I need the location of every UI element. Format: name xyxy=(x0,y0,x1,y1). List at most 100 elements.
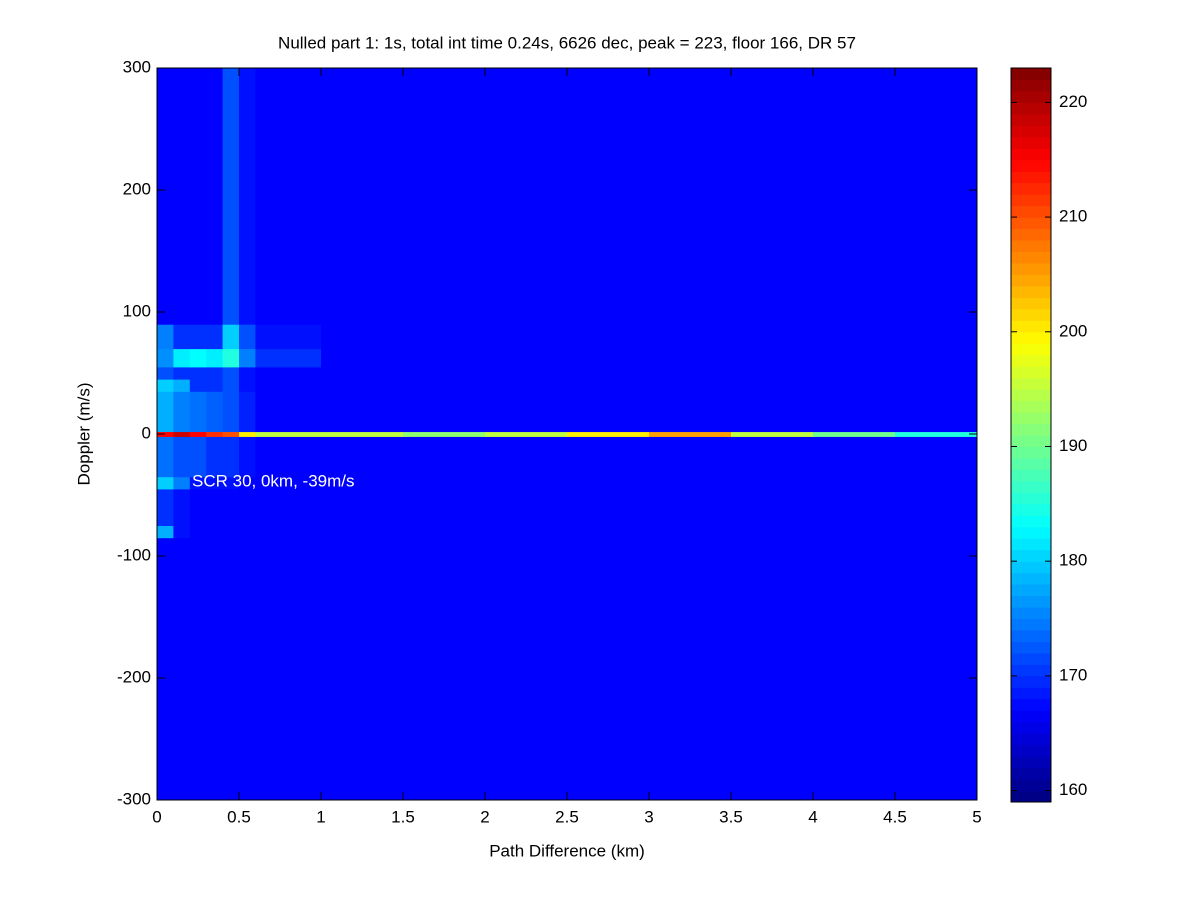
colorbar-swatch xyxy=(1011,205,1051,218)
heatmap-cell xyxy=(255,537,322,801)
heatmap-cell xyxy=(173,488,191,526)
heatmap-cell xyxy=(731,366,814,380)
heatmap-cell xyxy=(157,431,174,437)
heatmap-cell xyxy=(813,324,896,350)
colorbar-swatch xyxy=(1011,492,1051,505)
heatmap-cell xyxy=(649,436,732,478)
colorbar-tick-label: 180 xyxy=(1059,551,1087,570)
heatmap-cell xyxy=(239,324,256,350)
colorbar-swatch xyxy=(1011,217,1051,230)
x-tick-label: 0.5 xyxy=(227,807,251,826)
heatmap-cell xyxy=(222,488,240,526)
colorbar-swatch xyxy=(1011,435,1051,447)
heatmap-cell xyxy=(485,391,568,433)
colorbar-swatch xyxy=(1011,515,1051,528)
heatmap-cell xyxy=(255,525,322,539)
heatmap-cell xyxy=(239,391,256,433)
heatmap-cell xyxy=(731,488,814,526)
heatmap-cell xyxy=(485,379,568,392)
colorbar-swatch xyxy=(1011,584,1051,597)
colorbar-swatch xyxy=(1011,400,1051,413)
heatmap-cell xyxy=(206,379,224,392)
heatmap-cell xyxy=(403,476,486,490)
y-tick-label: -100 xyxy=(117,545,151,564)
colorbar-swatch xyxy=(1011,767,1051,780)
heatmap-cell xyxy=(649,324,732,350)
heatmap-cell xyxy=(895,366,978,380)
heatmap-cell xyxy=(731,68,814,325)
colorbar-swatch xyxy=(1011,331,1051,344)
colorbar-swatch xyxy=(1011,595,1051,608)
heatmap-cell xyxy=(321,488,404,526)
heatmap-cell xyxy=(403,379,486,392)
colorbar-swatch xyxy=(1011,618,1051,631)
heatmap-cell xyxy=(157,537,174,801)
heatmap-cell xyxy=(649,68,732,325)
heatmap-cell xyxy=(189,379,207,392)
heatmap-cell xyxy=(206,348,224,368)
heatmap-cell xyxy=(222,324,240,350)
x-tick-label: 0 xyxy=(152,807,161,826)
heatmap-cell xyxy=(485,348,568,368)
heatmap-cell xyxy=(567,391,650,433)
heatmap-cell xyxy=(403,366,486,380)
colorbar-tick-label: 170 xyxy=(1059,665,1087,684)
heatmap-cell xyxy=(321,476,404,490)
y-tick-label: -200 xyxy=(117,667,151,686)
heatmap-cell xyxy=(813,436,896,478)
heatmap-cell xyxy=(222,537,240,801)
heatmap-cell xyxy=(731,525,814,539)
colorbar-swatch xyxy=(1011,194,1051,207)
heatmap-cell xyxy=(157,379,174,392)
colorbar-tick-label: 210 xyxy=(1059,207,1087,226)
heatmap-cell xyxy=(239,379,256,392)
heatmap-cell xyxy=(731,379,814,392)
heatmap-cell xyxy=(813,68,896,325)
heatmap-cell xyxy=(895,391,978,433)
colorbar-swatch xyxy=(1011,90,1051,103)
colorbar-swatch xyxy=(1011,790,1051,803)
heatmap-cell xyxy=(189,537,207,801)
heatmap-cell xyxy=(403,68,486,325)
x-tick-label: 1 xyxy=(316,807,325,826)
heatmap-cell xyxy=(321,324,404,350)
heatmap-cell xyxy=(403,324,486,350)
heatmap-cell xyxy=(567,525,650,539)
heatmap-cell xyxy=(895,488,978,526)
heatmap-cell xyxy=(485,366,568,380)
colorbar-swatch xyxy=(1011,285,1051,298)
x-axis-label: Path Difference (km) xyxy=(489,841,645,860)
colorbar-swatch xyxy=(1011,652,1051,665)
heatmap-cell xyxy=(222,436,240,478)
heatmap-cell xyxy=(485,537,568,801)
heatmap-cell xyxy=(206,488,224,526)
heatmap-cell xyxy=(403,436,486,478)
heatmap-cell xyxy=(731,436,814,478)
heatmap-cell xyxy=(239,68,256,325)
heatmap-cell xyxy=(649,476,732,490)
colorbar-swatch xyxy=(1011,308,1051,321)
heatmap-cell xyxy=(157,436,174,478)
heatmap-cell xyxy=(206,391,224,433)
heatmap-cell xyxy=(189,348,207,368)
colorbar-swatch xyxy=(1011,503,1051,516)
x-tick-label: 1.5 xyxy=(391,807,415,826)
heatmap-cell xyxy=(895,431,978,437)
x-tick-label: 2.5 xyxy=(555,807,579,826)
colorbar-swatch xyxy=(1011,538,1051,551)
y-tick-label: 200 xyxy=(123,179,151,198)
heatmap-cell xyxy=(189,366,207,380)
colorbar-swatch xyxy=(1011,446,1051,459)
colorbar-frame xyxy=(1010,67,1052,803)
heatmap-cell xyxy=(239,537,256,801)
heatmap-cell xyxy=(649,366,732,380)
colorbar-swatch xyxy=(1011,733,1051,746)
y-tick-label: -300 xyxy=(117,789,151,808)
heatmap-cell xyxy=(173,68,191,325)
heatmap-cell xyxy=(321,366,404,380)
heatmap-cell xyxy=(222,391,240,433)
colorbar-swatch xyxy=(1011,698,1051,711)
colorbar-swatch xyxy=(1011,549,1051,562)
heatmap-cell xyxy=(895,436,978,478)
heatmap-cell xyxy=(813,379,896,392)
